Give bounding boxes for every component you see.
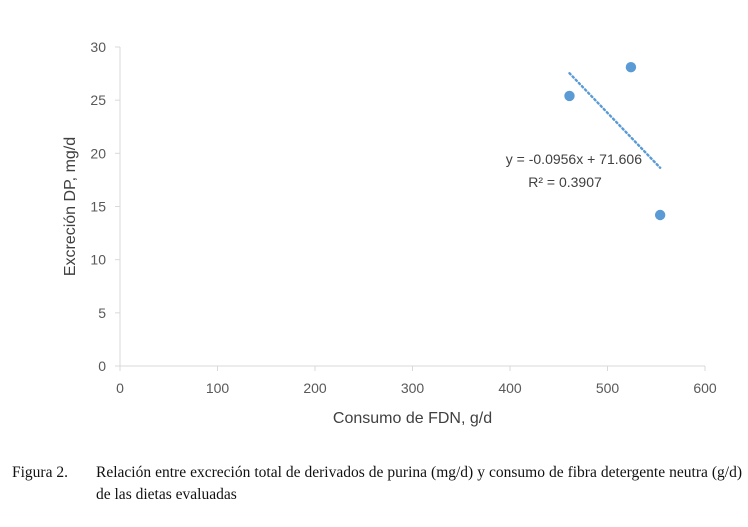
x-tick-label: 200 <box>303 380 327 396</box>
x-tick-label: 400 <box>498 380 522 396</box>
y-tick-label: 20 <box>90 145 106 161</box>
x-tick-label: 500 <box>596 380 620 396</box>
trendline-equation: y = -0.0956x + 71.606 <box>506 151 642 167</box>
y-tick-label: 25 <box>90 92 106 108</box>
data-point <box>654 209 666 221</box>
data-point <box>564 90 575 102</box>
data-point <box>625 62 637 73</box>
y-tick-label: 5 <box>98 305 106 321</box>
y-axis-title: Excreción DP, mg/d <box>62 137 79 276</box>
trendline-group <box>568 72 662 169</box>
trendline-r2: R² = 0.3907 <box>528 174 602 190</box>
x-tick-label: 600 <box>693 380 717 396</box>
x-tick-label: 300 <box>401 380 425 396</box>
y-tick-label: 30 <box>90 39 106 55</box>
trendline <box>568 72 662 169</box>
x-tick-label: 0 <box>116 380 124 396</box>
x-tick-label: 100 <box>206 380 230 396</box>
y-tick-label: 10 <box>90 252 106 268</box>
caption-text: Relación entre excreción total de deriva… <box>96 464 742 503</box>
x-axis-title: Consumo de FDN, g/d <box>333 410 492 427</box>
y-tick-label: 0 <box>98 358 106 374</box>
y-tick-label: 15 <box>90 199 106 215</box>
data-points <box>564 62 666 221</box>
caption-label: Figura 2. <box>12 464 68 481</box>
